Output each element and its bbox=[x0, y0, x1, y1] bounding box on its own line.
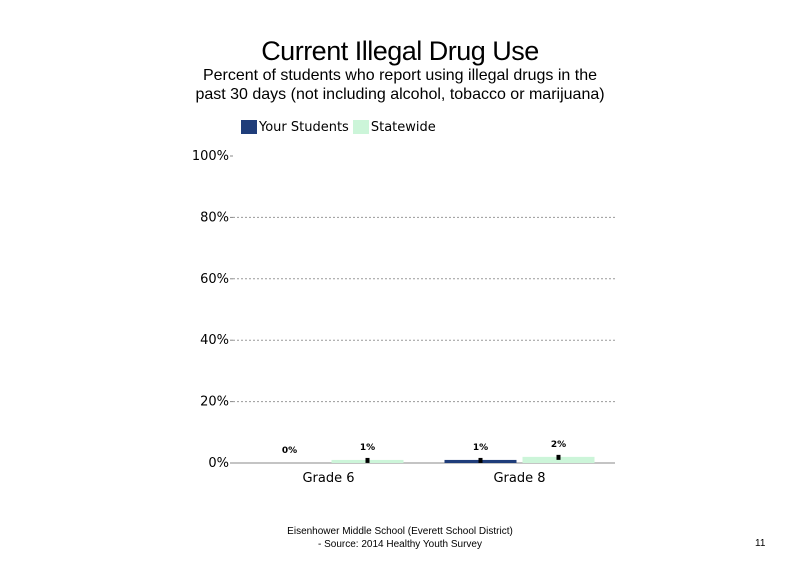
legend: Your Students Statewide bbox=[241, 118, 436, 136]
legend-label-statewide: Statewide bbox=[370, 119, 436, 135]
legend-item-your-students: Your Students bbox=[241, 120, 349, 135]
y-tick-label: 60% bbox=[200, 272, 229, 287]
x-category-label: Grade 6 bbox=[302, 471, 354, 486]
y-tick-label: 100% bbox=[192, 149, 229, 164]
y-tick-label: 40% bbox=[200, 333, 229, 348]
page-number: 11 bbox=[755, 538, 766, 549]
error-bar bbox=[556, 454, 561, 460]
legend-swatch-your-students bbox=[241, 120, 257, 134]
y-tick-label: 0% bbox=[208, 456, 229, 471]
error-bar bbox=[365, 457, 370, 463]
footer-school: Eisenhower Middle School (Everett School… bbox=[287, 526, 513, 537]
footer: Eisenhower Middle School (Everett School… bbox=[240, 525, 560, 551]
y-tick-label: 80% bbox=[200, 210, 229, 225]
chart-title: Current Illegal Drug Use bbox=[261, 36, 539, 66]
x-category-label: Grade 8 bbox=[493, 471, 545, 486]
bar bbox=[522, 456, 595, 463]
data-label: 1% bbox=[360, 443, 375, 453]
data-label: 1% bbox=[473, 443, 488, 453]
legend-label-your-students: Your Students bbox=[259, 119, 349, 135]
y-tick-label: 20% bbox=[200, 395, 229, 410]
error-bar bbox=[478, 457, 483, 463]
data-label: 0% bbox=[282, 446, 297, 456]
footer-source: - Source: 2014 Healthy Youth Survey bbox=[318, 539, 482, 550]
chart-subtitle: Percent of students who report using ill… bbox=[195, 67, 605, 103]
legend-item-statewide: Statewide bbox=[352, 119, 436, 135]
data-label: 2% bbox=[551, 440, 566, 450]
legend-swatch-statewide bbox=[352, 120, 369, 134]
